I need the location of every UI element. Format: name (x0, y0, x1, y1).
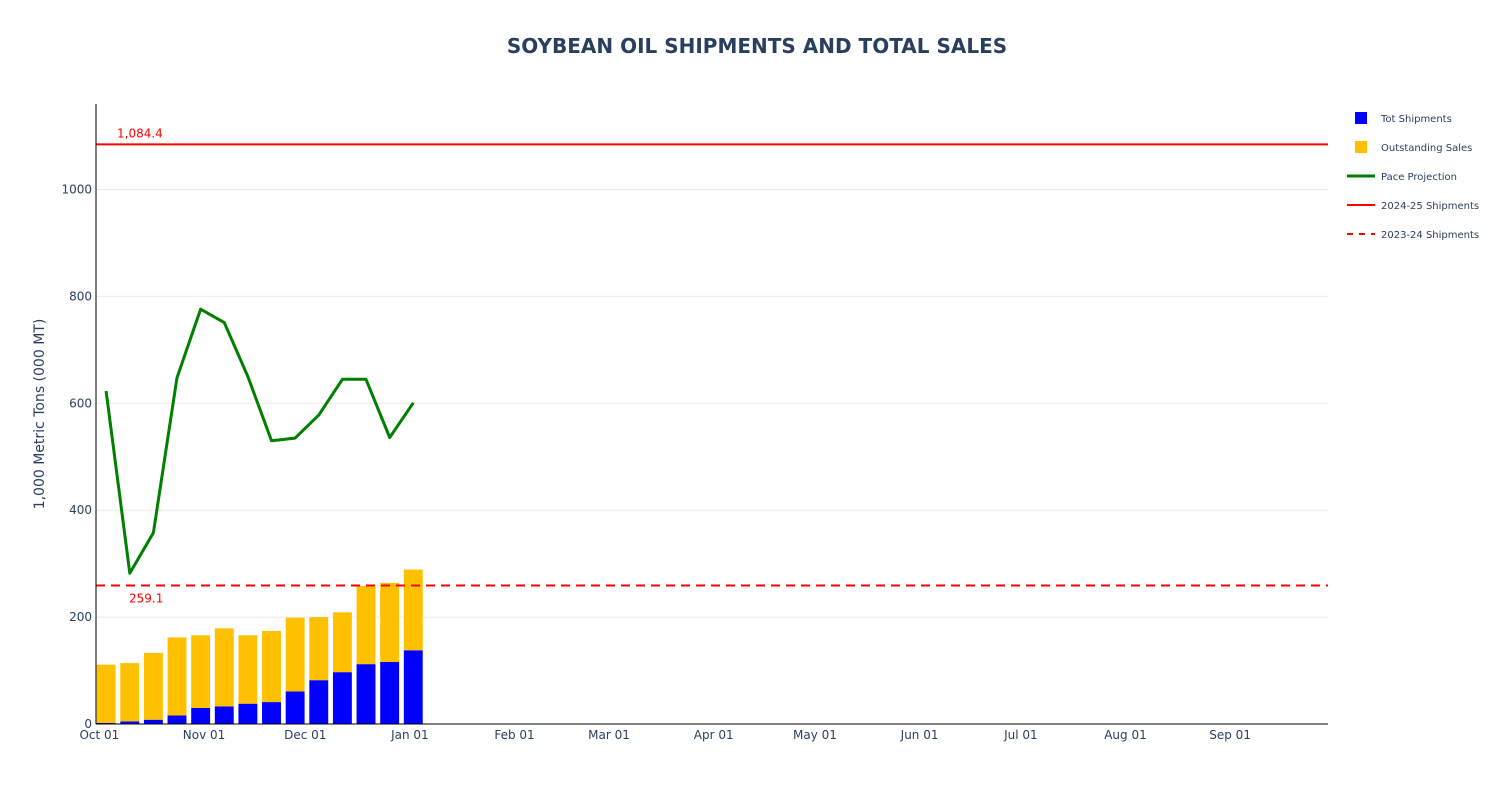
x-tick-label: Dec 01 (284, 728, 326, 742)
x-tick-label: Feb 01 (494, 728, 534, 742)
x-tick-label: Aug 01 (1104, 728, 1147, 742)
legend-item[interactable]: Pace Projection (1347, 172, 1457, 183)
gridlines (96, 189, 1328, 618)
x-tick-label: Nov 01 (183, 728, 226, 742)
x-tick-label: Jun 01 (900, 728, 939, 742)
pace-projection-line (104, 307, 415, 575)
bar-outstanding-sales (120, 663, 140, 722)
y-tick-label: 200 (69, 610, 92, 624)
bar-outstanding-sales (380, 582, 400, 662)
bar-tot-shipments (143, 719, 163, 724)
legend-swatch (1355, 141, 1367, 153)
x-tick-label: Sep 01 (1209, 728, 1251, 742)
x-tick-label: May 01 (793, 728, 837, 742)
bar-tot-shipments (120, 721, 140, 724)
bar-outstanding-sales (403, 569, 423, 651)
bar-tot-shipments (214, 706, 234, 724)
ref-line-label: 1,084.4 (117, 126, 163, 140)
legend-item[interactable]: 2023-24 Shipments (1347, 230, 1479, 241)
bar-tot-shipments (167, 715, 187, 724)
bar-outstanding-sales (191, 635, 211, 708)
legend-label: 2024-25 Shipments (1381, 201, 1479, 212)
x-tick-label: Apr 01 (694, 728, 734, 742)
bar-outstanding-sales (214, 628, 234, 707)
bar-outstanding-sales (356, 586, 376, 665)
legend-swatch (1355, 112, 1367, 124)
bar-tot-shipments (403, 650, 423, 724)
bar-outstanding-sales (143, 652, 163, 720)
y-tick-label: 1000 (61, 183, 92, 197)
bar-tot-shipments (262, 702, 281, 724)
bar-outstanding-sales (238, 635, 258, 704)
legend-label: 2023-24 Shipments (1381, 230, 1479, 241)
x-tick-label: Oct 01 (79, 728, 119, 742)
bar-outstanding-sales (309, 617, 329, 681)
bar-tot-shipments (356, 664, 376, 724)
legend-item[interactable]: 2024-25 Shipments (1347, 201, 1479, 212)
axes: 0 200 400 600 800 1000 Oct 01 Nov 01 Dec 01 Jan 0… (61, 104, 1328, 742)
legend-label: Tot Shipments (1380, 114, 1452, 125)
legend[interactable]: Tot Shipments Outstanding Sales Pace Proje… (1347, 112, 1479, 241)
bar-tot-shipments (285, 691, 305, 724)
reference-lines: 1,084.4 259.1 (96, 126, 1328, 606)
bar-outstanding-sales (96, 664, 116, 723)
y-axis-title: 1,000 Metric Tons (000 MT) (32, 319, 48, 510)
x-tick-label: Jul 01 (1003, 728, 1038, 742)
bar-tot-shipments (332, 672, 352, 724)
bars (96, 569, 423, 724)
bar-tot-shipments (191, 707, 211, 724)
bar-outstanding-sales (262, 631, 281, 703)
pace-line (104, 307, 415, 575)
bar-tot-shipments (96, 722, 116, 724)
bar-tot-shipments (309, 680, 329, 724)
x-tick-label: Jan 01 (390, 728, 429, 742)
bar-tot-shipments (238, 703, 258, 724)
bar-outstanding-sales (285, 617, 305, 692)
legend-label: Outstanding Sales (1381, 143, 1472, 154)
y-tick-label: 600 (69, 396, 92, 410)
legend-item[interactable]: Outstanding Sales (1355, 141, 1472, 154)
ref-line-label: 259.1 (129, 592, 163, 606)
chart-title: SOYBEAN OIL SHIPMENTS AND TOTAL SALES (507, 34, 1007, 58)
legend-label: Pace Projection (1381, 172, 1457, 183)
legend-item[interactable]: Tot Shipments (1355, 112, 1452, 125)
x-tick-label: Mar 01 (588, 728, 630, 742)
y-tick-label: 400 (69, 503, 92, 517)
bar-outstanding-sales (332, 612, 352, 673)
y-tick-label: 800 (69, 289, 92, 303)
bar-tot-shipments (380, 662, 400, 724)
bar-outstanding-sales (167, 637, 187, 716)
y-tick-label: 0 (84, 717, 92, 731)
